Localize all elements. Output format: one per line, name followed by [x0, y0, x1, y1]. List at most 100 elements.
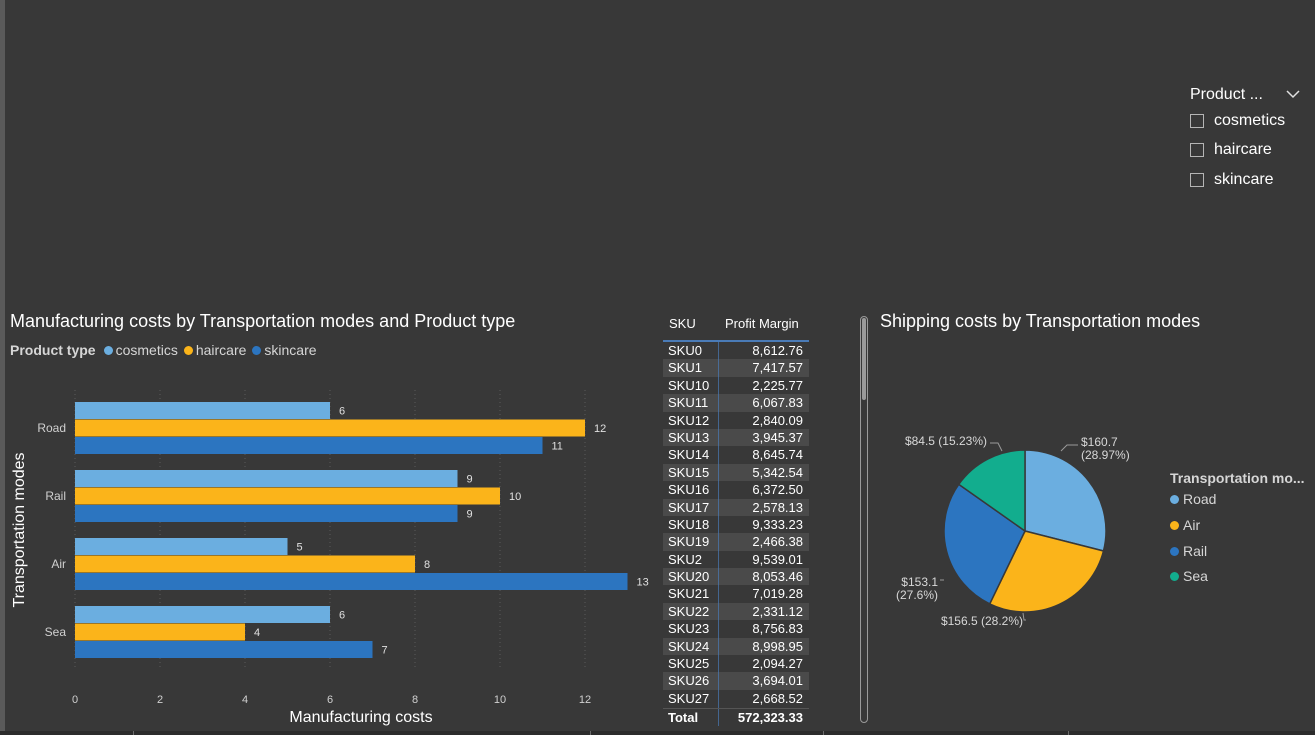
table-row[interactable]: SKU13 3,945.37 [663, 428, 809, 447]
sku-cell: SKU19 [668, 534, 710, 550]
sku-cell: SKU24 [668, 638, 710, 654]
pie-slice-road[interactable] [1024, 449, 1107, 552]
slicer-item-haircare[interactable]: haircare [1190, 139, 1272, 161]
table-row[interactable]: SKU18 9,333.23 [663, 516, 809, 533]
sku-cell: SKU21 [668, 586, 710, 602]
checkbox[interactable] [1190, 143, 1204, 157]
bar-haircare-air[interactable] [75, 555, 415, 573]
table-row[interactable]: SKU2 9,539.01 [663, 551, 809, 568]
table-row[interactable]: SKU20 8,053.46 [663, 568, 809, 586]
table-row[interactable]: SKU16 6,372.50 [663, 481, 809, 498]
legend-dot [1170, 571, 1179, 581]
data-label: 10 [509, 491, 521, 503]
bar-chart-title: Manufacturing costs by Transportation mo… [10, 311, 516, 331]
legend-label: Sea [1183, 568, 1208, 584]
bar-skincare-rail[interactable] [75, 505, 458, 522]
table-row[interactable]: SKU15 5,342.54 [663, 463, 809, 482]
bar-chart[interactable]: 0 2 4 6 8 10 12 Road 6 12 11 Rail 9 10 9 Air 5 8 13 Sea 6 4 7 M… [0, 380, 660, 730]
total-label: Total [668, 710, 699, 725]
data-label: 9 [467, 474, 473, 486]
bar-haircare-rail[interactable] [75, 487, 500, 505]
pie-chart[interactable]: $160.7 (28.97%) $156.5 (28.2%)$153.1 (27.6%… [880, 420, 1170, 640]
checkbox[interactable] [1190, 173, 1204, 187]
bar-skincare-sea[interactable] [75, 641, 373, 658]
legend-item-skincare[interactable]: skincare [252, 342, 317, 358]
profit-margin-cell: 2,225.77 [752, 377, 803, 393]
profit-margin-table[interactable]: SKU Profit Margin SKU0 8,612.76 SKU1 7,417.… [663, 310, 809, 726]
table-row[interactable]: SKU11 6,067.83 [663, 394, 809, 412]
profit-margin-cell: 9,333.23 [752, 516, 803, 532]
table-row[interactable]: SKU0 8,612.76 [663, 342, 809, 359]
bottom-tick [590, 731, 591, 735]
bar-cosmetics-road[interactable] [75, 402, 330, 419]
table-row[interactable]: SKU21 7,019.28 [663, 585, 809, 602]
x-tick-label: 2 [157, 694, 163, 706]
pie-slice-sea[interactable] [957, 449, 1026, 533]
slicer-item-label: cosmetics [1214, 112, 1286, 129]
legend-dot [252, 345, 262, 355]
sku-cell: SKU0 [668, 343, 702, 358]
checkbox[interactable] [1190, 114, 1204, 128]
bar-skincare-air[interactable] [75, 573, 628, 590]
x-tick-label: 12 [579, 694, 591, 706]
table-row[interactable]: SKU25 2,094.27 [663, 655, 809, 672]
leader-line [990, 442, 1003, 452]
pie-slice-air[interactable] [988, 530, 1105, 613]
product-type-slicer[interactable]: Product ... cosmetics haircare skincare [1180, 84, 1305, 194]
table-row[interactable]: SKU17 2,578.13 [663, 498, 809, 516]
pie-data-label: $153.1 (27.6%) [896, 575, 938, 602]
bar-haircare-road[interactable] [75, 419, 585, 437]
slicer-item-skincare[interactable]: skincare [1190, 169, 1274, 191]
sku-cell: SKU1 [668, 360, 702, 376]
bar-cosmetics-air[interactable] [75, 538, 288, 555]
profit-margin-cell: 7,417.57 [752, 360, 803, 376]
bar-haircare-sea[interactable] [75, 623, 245, 641]
bar-cosmetics-sea[interactable] [75, 606, 330, 623]
bar-chart-legend: Product type cosmetics haircare skincare [10, 342, 323, 358]
legend-item-rail[interactable]: Rail [1170, 543, 1207, 559]
legend-label: Air [1183, 517, 1201, 533]
scrollbar-thumb[interactable] [862, 318, 866, 400]
sku-cell: SKU17 [668, 499, 710, 515]
table-row[interactable]: SKU23 8,756.83 [663, 620, 809, 637]
bar-skincare-road[interactable] [75, 437, 543, 454]
pie-slice-rail[interactable] [943, 483, 1026, 605]
pie-data-label: $84.5 (15.23%) [905, 434, 987, 448]
legend-item-haircare[interactable]: haircare [183, 342, 246, 358]
table-row[interactable]: SKU24 8,998.95 [663, 637, 809, 656]
table-row[interactable]: SKU22 2,331.12 [663, 602, 809, 621]
profit-margin-cell: 9,539.01 [752, 551, 803, 567]
legend-item-sea[interactable]: Sea [1170, 568, 1208, 584]
table-row[interactable]: SKU14 8,645.74 [663, 446, 809, 463]
total-value: 572,323.33 [737, 710, 803, 725]
profit-margin-cell: 5,342.54 [752, 464, 803, 480]
table-row[interactable]: SKU1 7,417.57 [663, 359, 809, 377]
profit-margin-cell: 2,578.13 [752, 499, 803, 515]
sku-cell: SKU26 [668, 673, 710, 689]
column-header-profit-margin[interactable]: Profit Margin [725, 316, 799, 331]
bottom-tick [133, 731, 134, 735]
table-row[interactable]: SKU10 2,225.77 [663, 377, 809, 394]
chevron-down-icon[interactable] [1286, 88, 1300, 100]
bar-cosmetics-rail[interactable] [75, 470, 458, 487]
table-row[interactable]: SKU19 2,466.38 [663, 533, 809, 551]
legend-label: skincare [264, 342, 317, 358]
x-tick-label: 10 [494, 694, 506, 706]
table-row[interactable]: SKU12 2,840.09 [663, 412, 809, 429]
legend-item-air[interactable]: Air [1170, 517, 1200, 533]
table-row[interactable]: SKU26 3,694.01 [663, 672, 809, 690]
table-header: SKU Profit Margin [663, 310, 809, 342]
column-header-sku[interactable]: SKU [669, 316, 696, 331]
legend-item-road[interactable]: Road [1170, 491, 1216, 507]
table-row[interactable]: SKU27 2,668.52 [663, 690, 809, 707]
slicer-title[interactable]: Product ... [1190, 86, 1263, 103]
slicer-item-cosmetics[interactable]: cosmetics [1190, 110, 1285, 132]
pie-chart-title: Shipping costs by Transportation modes [880, 311, 1201, 331]
legend-item-cosmetics[interactable]: cosmetics [103, 342, 178, 358]
leader-line [1022, 612, 1026, 621]
sku-cell: SKU12 [668, 412, 710, 428]
table-scrollbar[interactable] [860, 316, 868, 723]
data-label: 5 [297, 542, 303, 554]
data-label: 13 [637, 577, 649, 589]
